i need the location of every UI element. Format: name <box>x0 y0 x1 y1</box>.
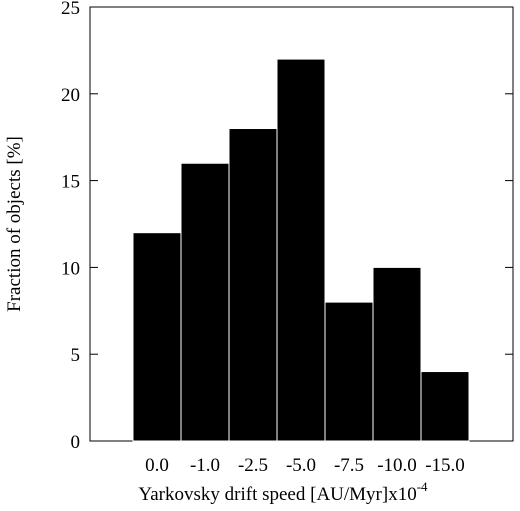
x-tick-label: -7.5 <box>334 455 364 476</box>
y-axis: 0 5 10 15 20 25 <box>61 0 513 453</box>
y-tick-label: 20 <box>61 85 80 106</box>
y-tick-label: 5 <box>71 345 81 366</box>
y-tick-label: 0 <box>71 432 81 453</box>
x-tick-label: -2.5 <box>238 455 268 476</box>
x-tick-label: -10.0 <box>377 455 417 476</box>
bar <box>276 58 326 442</box>
x-axis: 0.0 -1.0 -2.5 -5.0 -7.5 -10.0 -15.0 <box>145 455 465 476</box>
x-tick-label: -5.0 <box>286 455 316 476</box>
y-tick-label: 10 <box>61 258 80 279</box>
bar <box>132 232 182 442</box>
y-tick-label: 25 <box>61 0 80 19</box>
x-tick-label: -1.0 <box>190 455 220 476</box>
bar <box>372 266 422 442</box>
bar <box>420 371 470 442</box>
x-tick-label: -15.0 <box>425 455 465 476</box>
bars <box>132 58 470 442</box>
bar <box>228 128 278 442</box>
x-axis-title-exponent: -4 <box>417 479 428 494</box>
y-tick-label: 15 <box>61 172 80 193</box>
y-axis-title: Fraction of objects [%] <box>4 136 25 312</box>
x-tick-label: 0.0 <box>145 455 169 476</box>
x-axis-title-main: Yarkovsky drift speed [AU/Myr]x10 <box>138 484 416 505</box>
bar <box>324 301 374 442</box>
bar <box>180 162 230 442</box>
x-axis-title: Yarkovsky drift speed [AU/Myr]x10-4 <box>138 479 428 505</box>
